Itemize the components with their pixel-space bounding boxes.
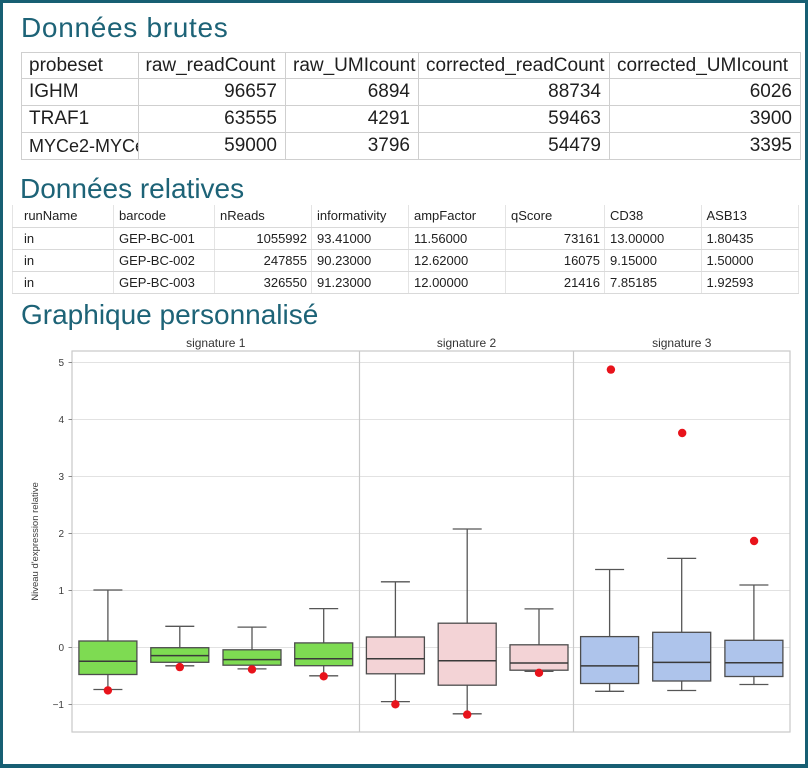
svg-text:signature 2: signature 2: [437, 336, 497, 350]
svg-text:3: 3: [58, 472, 64, 483]
svg-text:signature 1: signature 1: [186, 336, 246, 350]
svg-text:4: 4: [58, 415, 64, 426]
svg-text:signature 3: signature 3: [652, 336, 712, 350]
svg-text:1: 1: [58, 586, 64, 597]
svg-text:−1: −1: [53, 700, 65, 711]
svg-text:0: 0: [58, 643, 64, 654]
svg-text:5: 5: [58, 358, 64, 369]
svg-text:Niveau d'expression relative: Niveau d'expression relative: [30, 482, 41, 601]
svg-text:2: 2: [58, 529, 64, 540]
